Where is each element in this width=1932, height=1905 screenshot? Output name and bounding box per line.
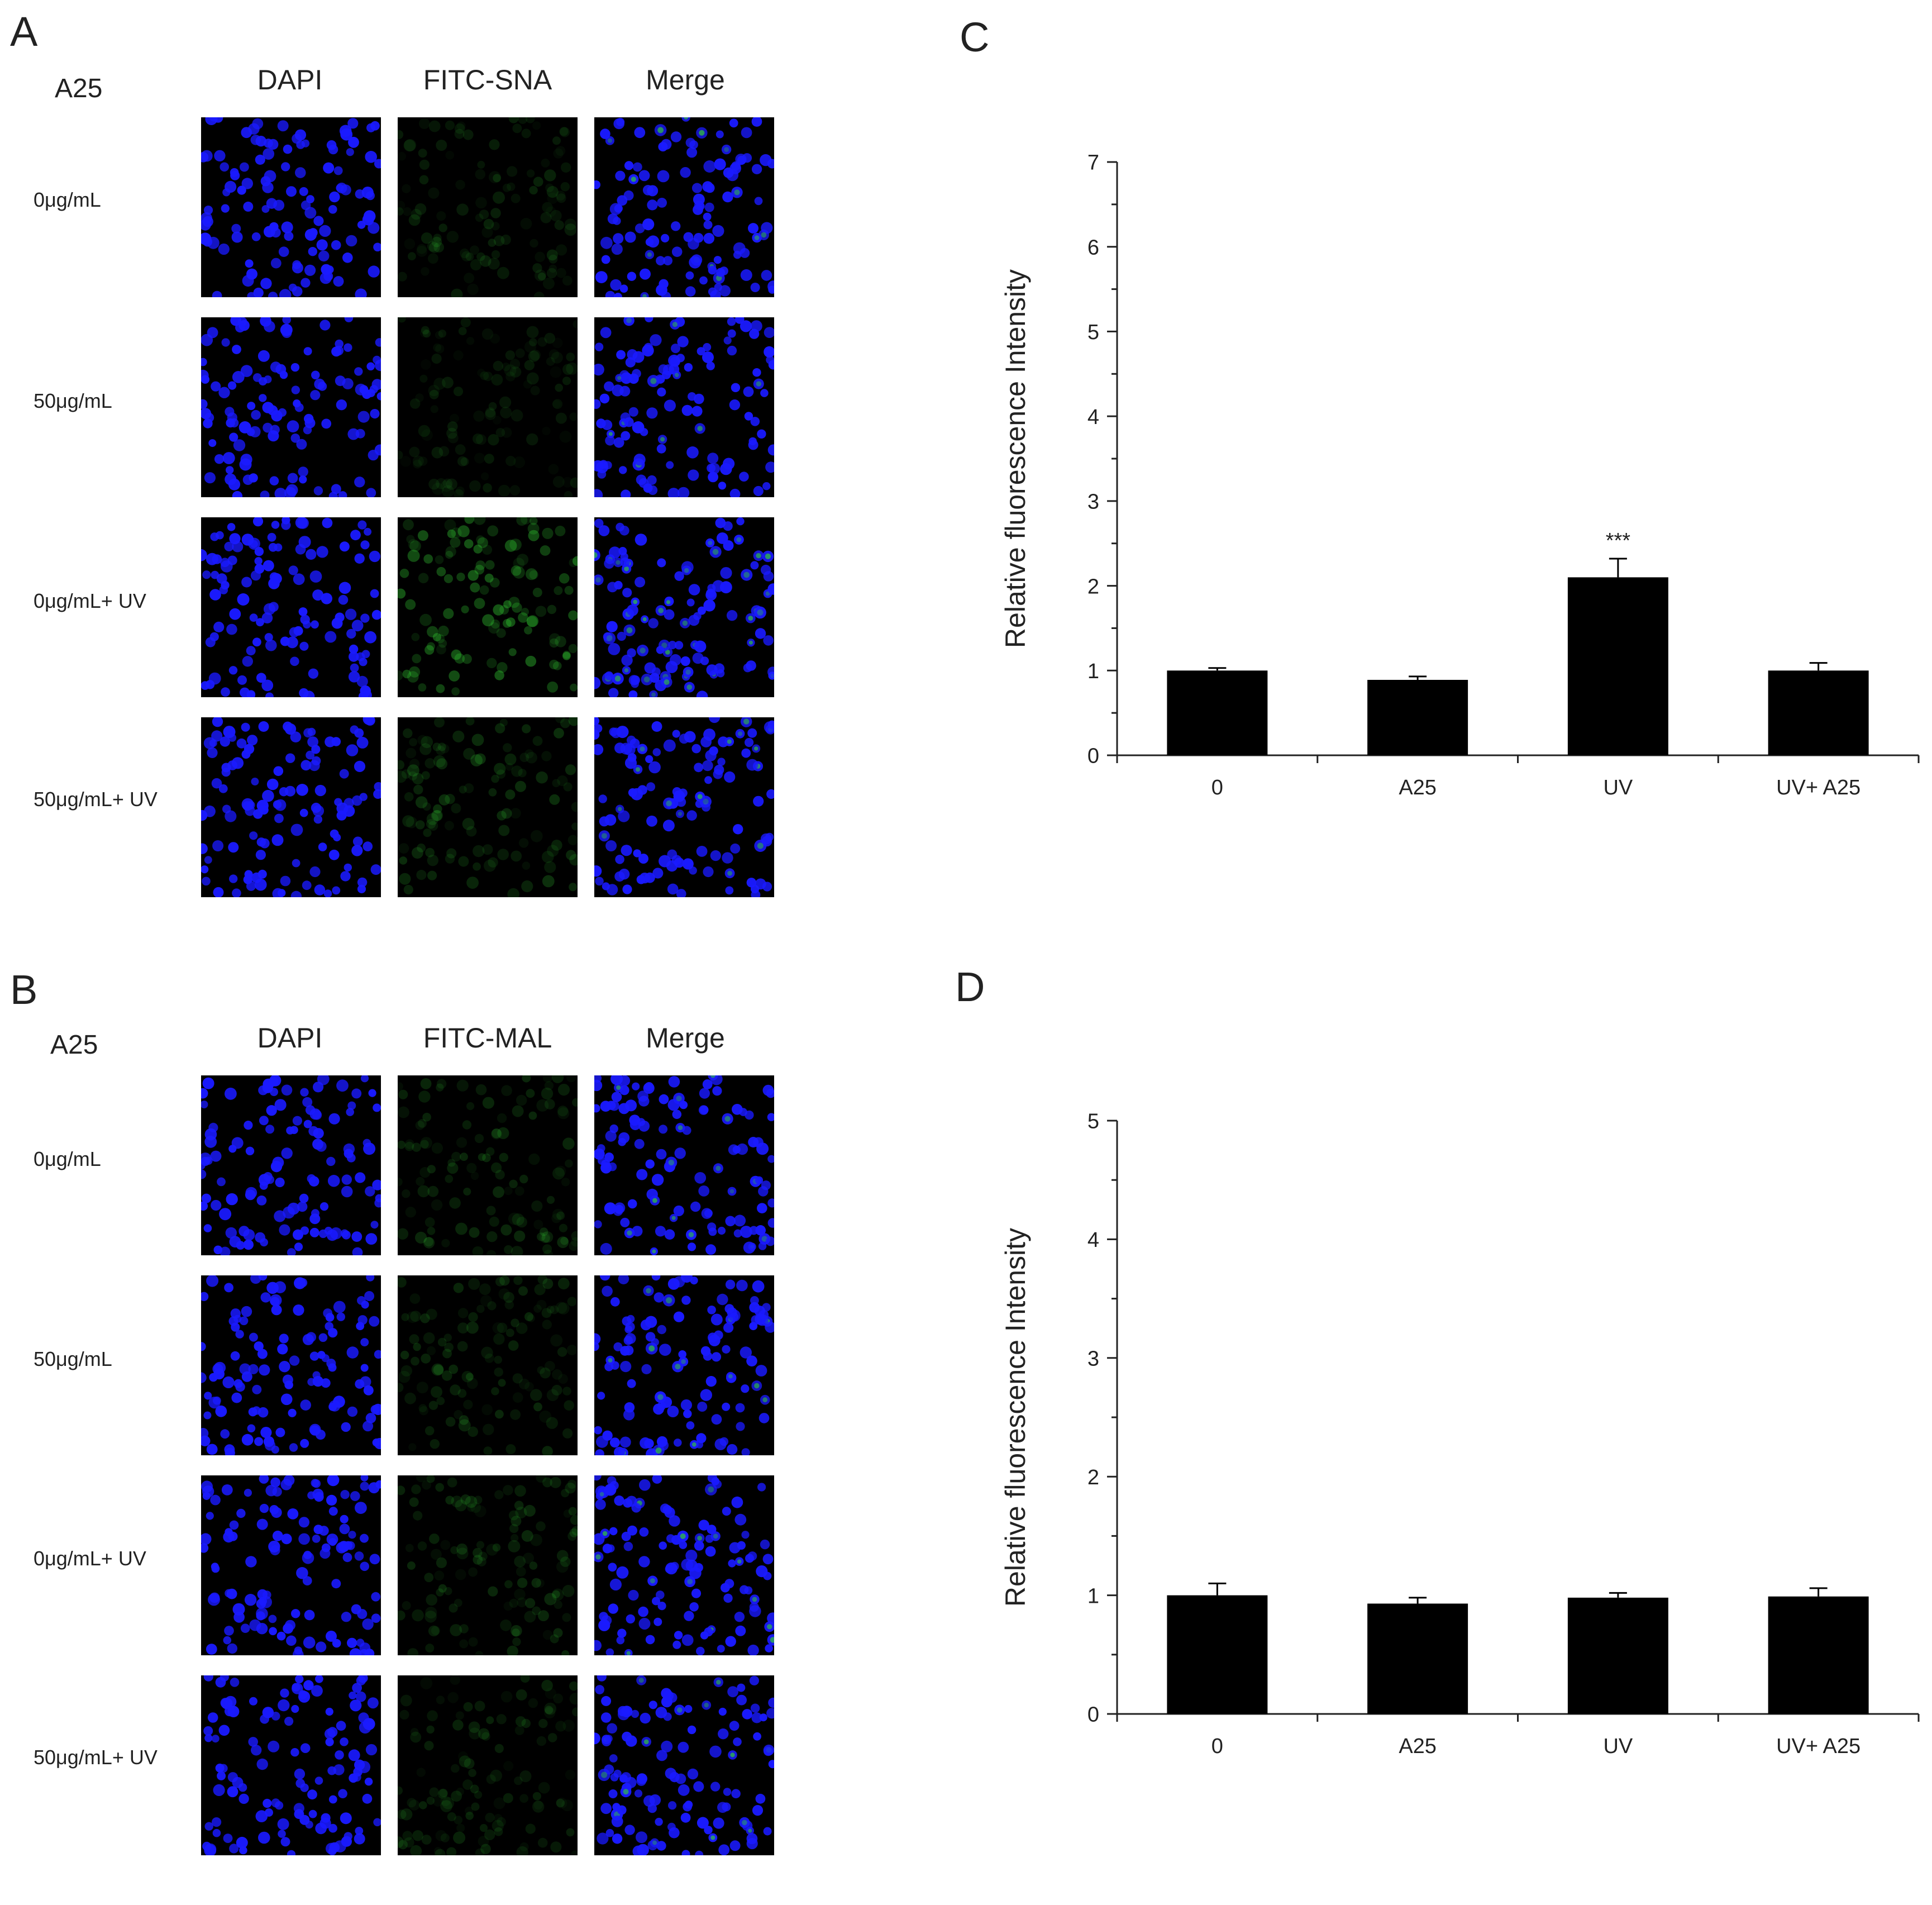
x-tick-label: 0 — [1211, 1735, 1223, 1758]
panel-b-col-dapi: DAPI — [257, 1022, 323, 1054]
fitc-micrograph — [398, 1675, 578, 1855]
fitc-micrograph — [398, 317, 578, 497]
panel-b-col-merge: Merge — [646, 1022, 725, 1054]
merge-micrograph — [594, 1075, 774, 1255]
dapi-micrograph — [201, 317, 381, 497]
panel-b-row-label: 0μg/mL — [34, 1147, 101, 1170]
panel-a-row-label: 50μg/mL+ UV — [34, 788, 158, 811]
panel-a-group-label: A25 — [55, 74, 103, 103]
panel-b-col-fitc: FITC-MAL — [423, 1022, 552, 1054]
x-tick-label: UV+ A25 — [1776, 1735, 1861, 1758]
merge-micrograph — [594, 1475, 774, 1655]
dapi-micrograph — [201, 717, 381, 897]
y-tick-label: 7 — [1087, 151, 1099, 175]
x-tick-label: UV — [1603, 776, 1633, 799]
panel-a-col-fitc: FITC-SNA — [423, 64, 552, 96]
y-tick-label: 2 — [1087, 1466, 1099, 1489]
y-tick-label: 5 — [1087, 1110, 1099, 1134]
significance-label: *** — [1606, 529, 1631, 553]
y-tick-label: 1 — [1087, 1584, 1099, 1608]
panel-b-row-label: 50μg/mL+ UV — [34, 1746, 158, 1769]
panel-letter-d: D — [955, 964, 985, 1010]
x-tick-label: A25 — [1399, 776, 1437, 799]
chart-c: 0 1 2 3 4 5 6 7 0 A25 UV *** UV+ A25 Relative fluores… — [1000, 151, 1920, 799]
bar — [1367, 679, 1468, 755]
fitc-micrograph — [398, 717, 578, 897]
y-tick-label: 0 — [1087, 1703, 1099, 1727]
fitc-micrograph — [398, 517, 578, 697]
x-tick-label: UV+ A25 — [1776, 776, 1861, 799]
dapi-micrograph — [201, 1275, 381, 1455]
bar — [1768, 1596, 1869, 1714]
bar — [1167, 670, 1268, 755]
panel-b-group-label: A25 — [50, 1030, 98, 1060]
y-tick-label: 0 — [1087, 745, 1099, 768]
merge-micrograph — [594, 1675, 774, 1855]
merge-micrograph — [594, 1275, 774, 1455]
y-tick-label: 4 — [1087, 406, 1099, 429]
merge-micrograph — [594, 317, 774, 497]
y-tick-label: 3 — [1087, 490, 1099, 514]
panel-a-col-dapi: DAPI — [257, 64, 323, 96]
bar — [1567, 1597, 1668, 1714]
panel-a-row-label: 0μg/mL — [34, 188, 101, 211]
fitc-micrograph — [398, 1475, 578, 1655]
fitc-micrograph — [398, 1275, 578, 1455]
bar — [1167, 1595, 1268, 1714]
x-tick-label: 0 — [1211, 776, 1223, 799]
y-axis-label: Relative fluorescence Intensity — [1000, 269, 1031, 648]
panel-b-row-label: 0μg/mL+ UV — [34, 1547, 146, 1570]
panel-a-row-label: 0μg/mL+ UV — [34, 589, 146, 612]
y-tick-label: 4 — [1087, 1228, 1099, 1252]
dapi-micrograph — [201, 1675, 381, 1855]
y-tick-label: 1 — [1087, 660, 1099, 683]
fitc-micrograph — [398, 117, 578, 297]
panel-a-row-label: 50μg/mL — [34, 389, 112, 412]
panel-letter-c: C — [960, 14, 990, 60]
dapi-micrograph — [201, 1475, 381, 1655]
y-axis-label: Relative fluorescence Intensity — [1000, 1228, 1031, 1607]
dapi-micrograph — [201, 117, 381, 297]
bar — [1567, 577, 1668, 755]
y-tick-label: 2 — [1087, 575, 1099, 598]
chart-d: 0 1 2 3 4 5 0 A25 UV UV+ A25 Relative fluorescence… — [1000, 1110, 1920, 1758]
x-tick-label: UV — [1603, 1735, 1633, 1758]
merge-micrograph — [594, 117, 774, 297]
panel-letter-a: A — [10, 8, 38, 55]
dapi-micrograph — [201, 517, 381, 697]
merge-micrograph — [594, 717, 774, 897]
y-tick-label: 3 — [1087, 1347, 1099, 1370]
panel-letter-b: B — [10, 966, 38, 1013]
y-tick-label: 5 — [1087, 321, 1099, 344]
merge-micrograph — [594, 517, 774, 697]
y-tick-label: 6 — [1087, 236, 1099, 259]
bar — [1367, 1603, 1468, 1714]
panel-b-row-label: 50μg/mL — [34, 1347, 112, 1370]
bar — [1768, 670, 1869, 755]
fitc-micrograph — [398, 1075, 578, 1255]
x-tick-label: A25 — [1399, 1735, 1437, 1758]
dapi-micrograph — [201, 1075, 381, 1255]
panel-a-col-merge: Merge — [646, 64, 725, 96]
